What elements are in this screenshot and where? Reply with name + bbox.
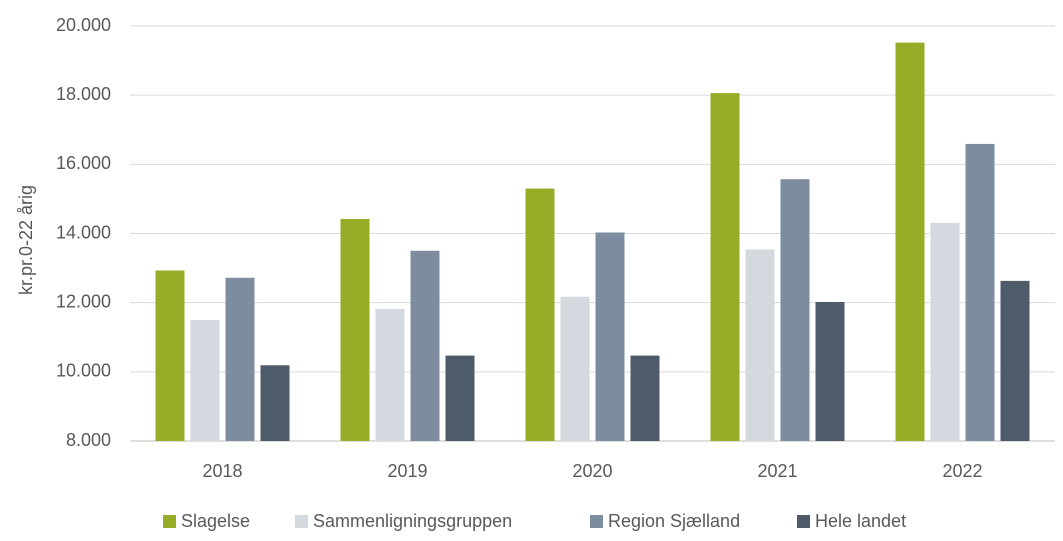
y-axis-title: kr.pr.0-22 årig: [16, 185, 36, 295]
bar-hele-landet-2022: [1000, 280, 1030, 441]
y-tick-label: 18.000: [56, 84, 111, 104]
bar-hele-landet-2019: [445, 355, 475, 441]
bar-region-sj-lland-2020: [595, 232, 625, 441]
bar-region-sj-lland-2018: [225, 277, 255, 441]
x-tick-label: 2019: [387, 461, 427, 481]
legend-item: Hele landet: [797, 511, 906, 531]
bar-slagelse-2022: [895, 42, 925, 441]
legend-item: Slagelse: [163, 511, 250, 531]
y-tick-label: 10.000: [56, 361, 111, 381]
bar-hele-landet-2020: [630, 355, 660, 441]
bar-slagelse-2018: [155, 270, 185, 441]
bar-slagelse-2019: [340, 218, 370, 441]
bar-hele-landet-2018: [260, 365, 290, 441]
bar-region-sj-lland-2021: [780, 179, 810, 441]
legend: Slagelse Sammenligningsgruppen Region Sjæl…: [163, 511, 906, 531]
x-tick-label: 2021: [757, 461, 797, 481]
bar-slagelse-2021: [710, 93, 740, 441]
x-tick-label: 2020: [572, 461, 612, 481]
bar-slagelse-2020: [525, 188, 555, 441]
legend-swatch: [797, 515, 810, 528]
legend-swatch: [163, 515, 176, 528]
bar-sammenligningsgruppen-2021: [745, 249, 775, 441]
bar-sammenligningsgruppen-2020: [560, 296, 590, 441]
legend-label: Sammenligningsgruppen: [313, 511, 512, 531]
y-tick-label: 16.000: [56, 153, 111, 173]
bar-region-sj-lland-2019: [410, 250, 440, 441]
y-tick-label: 12.000: [56, 291, 111, 311]
bar-sammenligningsgruppen-2019: [375, 308, 405, 441]
legend-label: Region Sjælland: [608, 511, 740, 531]
bar-region-sj-lland-2022: [965, 143, 995, 441]
bar-sammenligningsgruppen-2018: [190, 319, 220, 441]
legend-swatch: [295, 515, 308, 528]
bars: [155, 42, 1030, 441]
x-tick-label: 2022: [942, 461, 982, 481]
y-tick-label: 8.000: [66, 430, 111, 450]
y-tick-label: 14.000: [56, 222, 111, 242]
y-tick-label: 20.000: [56, 15, 111, 35]
x-tick-label: 2018: [202, 461, 242, 481]
bar-hele-landet-2021: [815, 301, 845, 441]
legend-item: Region Sjælland: [590, 511, 740, 531]
y-axis: 8.000 10.000 12.000 14.000 16.000 18.000 20.00…: [56, 15, 111, 450]
legend-item: Sammenligningsgruppen: [295, 511, 512, 531]
legend-label: Hele landet: [815, 511, 906, 531]
bar-sammenligningsgruppen-2022: [930, 222, 960, 441]
x-axis: 2018 2019 2020 2021 2022: [202, 461, 982, 481]
legend-swatch: [590, 515, 603, 528]
legend-label: Slagelse: [181, 511, 250, 531]
